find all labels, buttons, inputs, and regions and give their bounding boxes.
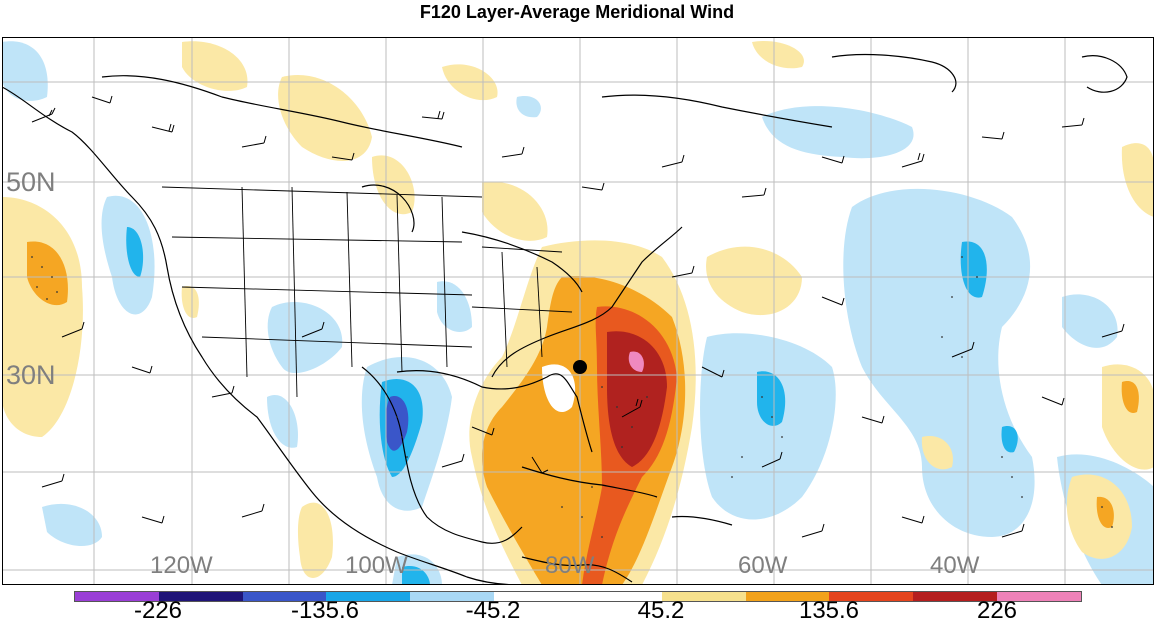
lat-label-30n: 30N bbox=[6, 360, 56, 390]
colorbar-label: -135.6 bbox=[290, 597, 360, 624]
map-title: F120 Layer-Average Meridional Wind bbox=[419, 2, 735, 22]
stippling bbox=[31, 256, 1113, 538]
positive-wind-shading bbox=[2, 41, 1154, 585]
colorbar-swatch bbox=[410, 592, 495, 601]
storm-center-marker bbox=[573, 360, 587, 374]
colorbar-swatch bbox=[326, 592, 411, 601]
colorbar-label: 226 bbox=[976, 597, 1018, 624]
colorbar-label: 135.6 bbox=[798, 597, 860, 624]
lon-label-100w: 100W bbox=[345, 552, 408, 579]
colorbar-swatch bbox=[158, 592, 243, 601]
colorbar-swatch bbox=[577, 592, 662, 601]
colorbar-swatch bbox=[242, 592, 327, 601]
lon-label-40w: 40W bbox=[930, 552, 980, 579]
wind-barbs bbox=[31, 95, 1125, 538]
colorbar-label: -45.2 bbox=[465, 597, 521, 624]
colorbar-swatch bbox=[745, 592, 830, 601]
wind-map bbox=[2, 37, 1154, 585]
state-boundaries bbox=[161, 186, 573, 398]
lon-label-80w: 80W bbox=[545, 552, 595, 579]
lon-label-60w: 60W bbox=[738, 552, 788, 579]
lat-label-50n: 50N bbox=[6, 167, 56, 197]
colorbar-swatch bbox=[913, 592, 998, 601]
colorbar-swatch bbox=[829, 592, 914, 601]
colorbar-swatch bbox=[997, 592, 1081, 601]
colorbar-swatch bbox=[661, 592, 746, 601]
lon-label-120w: 120W bbox=[150, 552, 213, 579]
graticule bbox=[2, 37, 1154, 585]
colorbar-label: -226 bbox=[133, 597, 183, 624]
colorbar-swatch bbox=[494, 592, 578, 601]
colorbar-label: 45.2 bbox=[637, 597, 685, 624]
colorbar-swatch bbox=[75, 592, 159, 601]
coastlines bbox=[2, 53, 1128, 585]
colorbar bbox=[74, 591, 1082, 602]
